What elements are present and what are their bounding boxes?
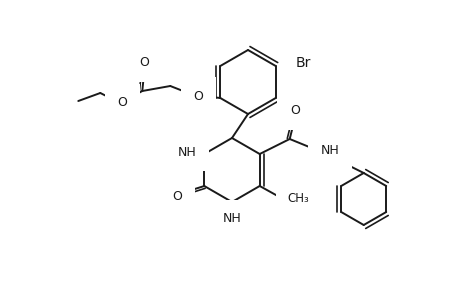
Text: O: O [289,104,299,118]
Text: O: O [117,97,127,110]
Text: CH₃: CH₃ [287,191,309,205]
Text: O: O [139,56,149,70]
Text: NH: NH [320,143,339,157]
Text: Br: Br [295,56,310,70]
Text: O: O [193,89,203,103]
Text: NH: NH [177,146,196,158]
Text: NH: NH [222,212,241,225]
Text: O: O [172,190,182,202]
